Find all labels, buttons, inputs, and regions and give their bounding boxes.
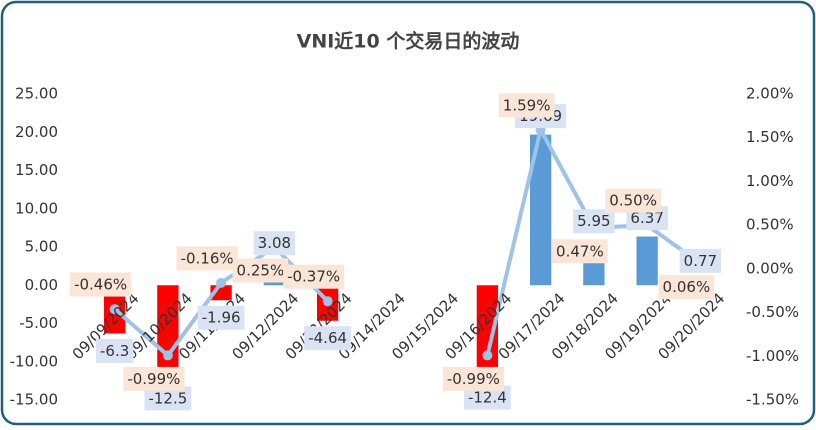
line-marker	[162, 350, 173, 361]
line-value-label: -0.37%	[283, 264, 345, 289]
y2-tick-label: -0.50%	[746, 303, 799, 321]
bar-value-label-box	[304, 326, 352, 351]
line-marker	[216, 277, 227, 288]
line-value-label: 0.25%	[237, 262, 285, 280]
bar-value-label: 5.95	[577, 212, 610, 230]
line-value-label: 0.50%	[609, 192, 657, 210]
line-marker	[322, 296, 333, 307]
line-value-label: -0.99%	[442, 366, 504, 391]
bar-value-label: 6.37	[630, 209, 663, 227]
line-value-label: 1.59%	[503, 96, 551, 114]
bar-value-label: -1.96	[202, 309, 241, 327]
line-value-label: -0.46%	[74, 276, 127, 294]
bar-value-label: 5.95	[573, 209, 615, 234]
line-marker	[109, 304, 120, 315]
y-tick-label: -15.00	[10, 391, 58, 409]
y2-tick-label: 0.00%	[746, 259, 794, 277]
y2-tick-label: 0.50%	[746, 216, 794, 234]
line-value-label: 0.50%	[605, 188, 661, 213]
y-tick-label: 10.00	[15, 199, 58, 217]
line-value-label-box	[498, 93, 555, 118]
chart-title: VNI近10 个交易日的波动	[297, 30, 520, 53]
line-value-label: 1.59%	[498, 93, 555, 118]
line-value-label-box	[552, 239, 608, 264]
y2-tick-label: 1.50%	[746, 128, 794, 146]
line-value-label: -0.46%	[70, 272, 132, 297]
y-tick-label: 25.00	[15, 85, 58, 103]
bar-value-label: -4.64	[308, 329, 347, 347]
line-marker	[482, 350, 493, 361]
line-value-label-box	[442, 366, 504, 391]
y2-tick-label: 2.00%	[746, 85, 794, 103]
line-value-label-box	[123, 366, 185, 391]
line-value-label: 0.47%	[556, 242, 604, 260]
line-value-label-box	[70, 272, 132, 297]
line-value-label: 0.06%	[658, 275, 715, 300]
line-value-label: -0.37%	[287, 268, 340, 286]
y2-tick-label: -1.00%	[746, 347, 799, 365]
line-value-label: 0.06%	[663, 278, 711, 296]
bar-value-label: -1.96	[197, 305, 245, 330]
bar-value-label: -12.4	[468, 389, 507, 407]
bar-value-label: 3.08	[253, 231, 296, 256]
line-value-label: -0.16%	[176, 246, 238, 271]
y2-tick-label: 1.00%	[746, 172, 794, 190]
bar	[157, 285, 179, 381]
bar-value-label-box	[573, 209, 615, 234]
y-tick-label: 20.00	[15, 123, 58, 141]
y-tick-label: -10.00	[10, 352, 58, 370]
line-value-label: -0.16%	[181, 249, 234, 267]
bar	[476, 285, 499, 381]
line-value-label-box	[658, 275, 715, 300]
line-value-label: -0.99%	[127, 370, 180, 388]
line-value-label-box	[283, 264, 345, 289]
line-value-label: -0.99%	[447, 370, 500, 388]
bar-value-label-box	[253, 231, 296, 256]
bar-value-label: -12.5	[148, 389, 187, 407]
line-value-label-box	[605, 188, 661, 213]
line-value-label: 0.25%	[232, 258, 289, 283]
bar-value-label: -6.3	[95, 338, 134, 363]
bar-value-label: -4.64	[304, 326, 352, 351]
bar-value-label-box	[197, 305, 245, 330]
line-value-label-box	[176, 246, 238, 271]
y-tick-label: 5.00	[25, 238, 58, 256]
y2-tick-label: -1.50%	[746, 391, 799, 409]
bar-value-label: -6.3	[100, 342, 129, 360]
line-value-label: 0.47%	[552, 239, 608, 264]
bar-value-label: 0.77	[684, 252, 717, 270]
bar-value-label: 3.08	[258, 234, 291, 252]
y-tick-label: -5.00	[19, 314, 58, 332]
bar	[529, 134, 552, 286]
line-value-label: -0.99%	[123, 366, 185, 391]
bar-value-label: 0.77	[679, 248, 722, 273]
bar	[636, 236, 658, 286]
bar-value-label-box	[679, 248, 722, 273]
bar-value-label-box	[95, 338, 134, 363]
y-tick-label: 15.00	[15, 161, 58, 179]
y-tick-label: 0.00	[25, 276, 58, 294]
line-value-label-box	[232, 258, 289, 283]
